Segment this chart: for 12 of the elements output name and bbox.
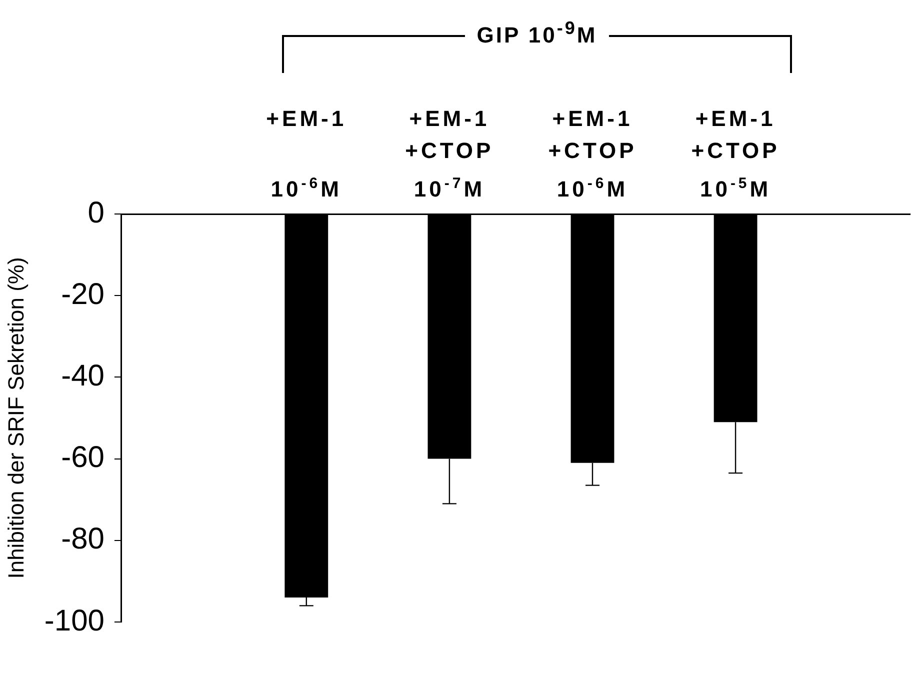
- y-tick-label: -40: [61, 359, 104, 392]
- y-tick-label: -60: [61, 441, 104, 474]
- y-tick-label: -80: [61, 522, 104, 556]
- category-label: +EM-1 10$^{-6}$M: [266, 106, 347, 201]
- x-tick-label: +EM-1 +CTOP 10$^{-7}$M: [405, 106, 494, 202]
- y-tick-label: -20: [61, 278, 104, 311]
- x-tick-label: +EM-1 +CTOP 10$^{-5}$M: [691, 106, 780, 202]
- y-tick-label: 0: [88, 196, 104, 230]
- y-axis-title: Inhibition der SRIF Sekretion (%): [3, 257, 28, 579]
- chart-title: GIP 10$^{-9}$M: [476, 18, 598, 48]
- y-tick-label: -100: [44, 604, 104, 638]
- x-tick-label: +EM-1 +CTOP 10$^{-6}$M: [548, 106, 637, 202]
